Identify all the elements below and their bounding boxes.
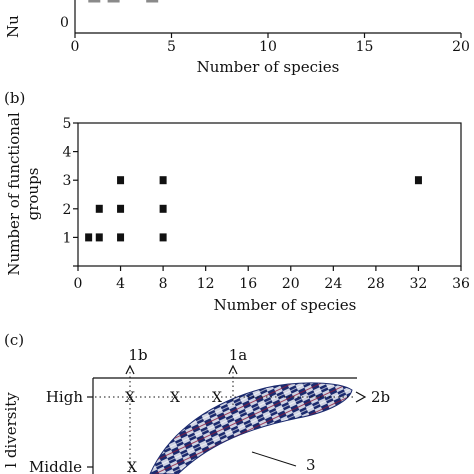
panel-b-point xyxy=(414,176,422,185)
panel-c-arrowhead-1b xyxy=(125,364,135,375)
panel-b-y-tick-label: 3 xyxy=(63,173,72,189)
panel-a-x-tick-label: 0 xyxy=(71,39,80,55)
panel-b-x-tick-label: 0 xyxy=(74,276,83,292)
panel-c-x-marker: X xyxy=(125,390,135,406)
panel-b-x-ticks: 0 4 8 12 16 20 24 28 32 36 xyxy=(74,266,470,292)
panel-b-y-tick-label: 1 xyxy=(63,230,72,246)
panel-b-point xyxy=(117,176,125,185)
panel-a-y-tick-0: 0 xyxy=(60,15,69,31)
panel-b-point xyxy=(95,233,103,242)
panel-b-x-tick-label: 4 xyxy=(116,276,125,292)
panel-b-y-tick-label: 4 xyxy=(63,145,72,161)
panel-b-y-tick-label: 2 xyxy=(63,202,72,218)
panel-a-x-tick-label: 20 xyxy=(452,39,470,55)
panel-a: 0 5 10 15 20 0 Nu Number of species xyxy=(4,0,470,76)
panel-b-y-tick-label: 5 xyxy=(63,116,72,132)
panel-c-callout-line xyxy=(251,451,297,467)
panel-a-y-axis-label: Nu xyxy=(4,15,22,38)
panel-b-x-tick-label: 20 xyxy=(282,276,300,292)
panel-a-x-ticks: 0 5 10 15 20 xyxy=(71,33,470,55)
panel-a-marker xyxy=(146,0,159,3)
panel-a-marker xyxy=(88,0,101,3)
panel-c-arrowhead-2b xyxy=(355,391,367,403)
panel-b-x-axis-label: Number of species xyxy=(214,296,357,314)
panel-a-x-axis-label: Number of species xyxy=(197,58,340,76)
panel-b-point xyxy=(159,204,167,213)
panel-a-marker xyxy=(107,0,120,3)
panel-b-point xyxy=(117,233,125,242)
panel-c-label: (c) xyxy=(4,331,24,349)
panel-c-arrow-1a-label: 1a xyxy=(229,346,248,364)
panel-c-arrow-1b-label: 1b xyxy=(128,346,147,364)
panel-c: (c) 1b 1a 2b X X X X High Middle l diver… xyxy=(2,331,390,474)
panel-b-x-tick-label: 32 xyxy=(410,276,428,292)
panel-c-x-marker: X xyxy=(212,390,222,406)
panel-c-y-level-middle: Middle xyxy=(29,458,82,474)
panel-c-arrow-2b-label: 2b xyxy=(371,388,390,406)
panel-b-x-tick-label: 28 xyxy=(367,276,385,292)
panel-c-y-level-high: High xyxy=(46,388,83,406)
panel-c-callout-label: 3 xyxy=(306,456,316,474)
panel-b-plot-frame xyxy=(77,122,462,267)
panel-a-x-tick-label: 15 xyxy=(356,39,374,55)
panel-c-arrowhead-1a xyxy=(228,364,238,375)
panel-b-y-ticks: 1 2 3 4 5 xyxy=(63,116,78,267)
panel-b-y-axis-label-line2: groups xyxy=(24,168,42,221)
panel-b-label: (b) xyxy=(4,89,25,107)
panel-c-shaded-region xyxy=(149,382,353,474)
panel-b-point xyxy=(159,233,167,242)
panel-a-x-tick-label: 10 xyxy=(259,39,277,55)
panel-c-x-marker: X xyxy=(170,390,180,406)
panel-c-x-marker: X xyxy=(127,460,137,474)
panel-b-x-tick-label: 24 xyxy=(324,276,342,292)
panel-a-x-tick-label: 5 xyxy=(167,39,176,55)
panel-b-point xyxy=(85,233,93,242)
panel-b-y-axis-label-line1: Number of functional xyxy=(5,112,23,276)
panel-b-x-tick-label: 12 xyxy=(197,276,215,292)
panel-a-markers xyxy=(88,0,159,3)
panel-b-point xyxy=(117,204,125,213)
panel-b-x-tick-label: 16 xyxy=(239,276,257,292)
panel-b-x-tick-label: 36 xyxy=(452,276,470,292)
panel-c-y-axis-label: l diversity xyxy=(2,392,20,468)
panel-b-x-tick-label: 8 xyxy=(159,276,168,292)
panel-b-point xyxy=(159,176,167,185)
panel-b-point xyxy=(95,204,103,213)
panel-b-points xyxy=(85,176,422,242)
